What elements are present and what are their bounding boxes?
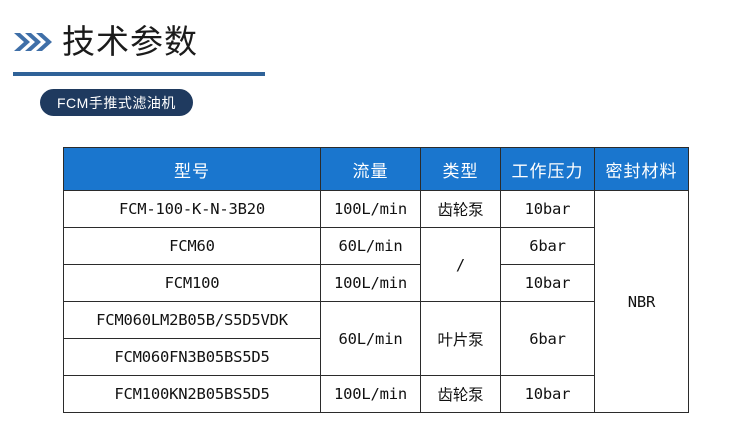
product-category-badge: FCM手推式滤油机: [40, 89, 193, 116]
cell-model: FCM60: [63, 227, 321, 265]
column-header-pressure: 工作压力: [500, 147, 595, 191]
cell-model: FCM060LM2B05B/S5D5VDK: [63, 301, 321, 339]
column-header-flow: 流量: [320, 147, 421, 191]
cell-type: 叶片泵: [420, 301, 501, 376]
table-row: FCM100 100L/min 10bar: [63, 264, 689, 302]
spec-table: 型号 流量 类型 工作压力 密封材料 FCM-100-K-N-3B20 100L…: [63, 147, 689, 413]
cell-pressure: 10bar: [500, 264, 595, 302]
cell-type: 齿轮泵: [420, 190, 501, 228]
cell-model: FCM100KN2B05BS5D5: [63, 375, 321, 413]
column-header-seal: 密封材料: [594, 147, 689, 191]
cell-model: FCM100: [63, 264, 321, 302]
table-header-row: 型号 流量 类型 工作压力 密封材料: [63, 147, 689, 191]
cell-model: FCM-100-K-N-3B20: [63, 190, 321, 228]
table-row: FCM-100-K-N-3B20 100L/min 齿轮泵 10bar NBR: [63, 190, 689, 413]
cell-flow: 100L/min: [320, 375, 421, 413]
section-header: 技术参数: [13, 12, 273, 76]
title-underline-rule: [13, 72, 265, 76]
cell-pressure: 10bar: [500, 375, 595, 413]
cell-type: 齿轮泵: [420, 375, 501, 413]
cell-flow: 100L/min: [320, 264, 421, 302]
table-row: FCM60 60L/min / 6bar: [63, 227, 689, 302]
cell-pressure: 6bar: [500, 227, 595, 265]
cell-flow: 60L/min: [320, 227, 421, 265]
cell-pressure: 6bar: [500, 301, 595, 376]
cell-flow: 100L/min: [320, 190, 421, 228]
cell-model: FCM060FN3B05BS5D5: [63, 338, 321, 376]
double-chevron-right-icon: [13, 31, 53, 53]
spec-table-container: 型号 流量 类型 工作压力 密封材料 FCM-100-K-N-3B20 100L…: [63, 147, 689, 413]
cell-pressure: 10bar: [500, 190, 595, 228]
column-header-type: 类型: [420, 147, 501, 191]
cell-seal-material: NBR: [594, 190, 689, 413]
cell-type: /: [420, 227, 501, 302]
product-category-badge-label: FCM手推式滤油机: [57, 94, 176, 111]
table-row: FCM060FN3B05BS5D5: [63, 338, 689, 376]
header-row: 技术参数: [13, 12, 273, 60]
table-row: FCM100KN2B05BS5D5 100L/min 齿轮泵 10bar: [63, 375, 689, 413]
page-title: 技术参数: [62, 23, 198, 60]
column-header-model: 型号: [63, 147, 321, 191]
cell-flow: 60L/min: [320, 301, 421, 376]
